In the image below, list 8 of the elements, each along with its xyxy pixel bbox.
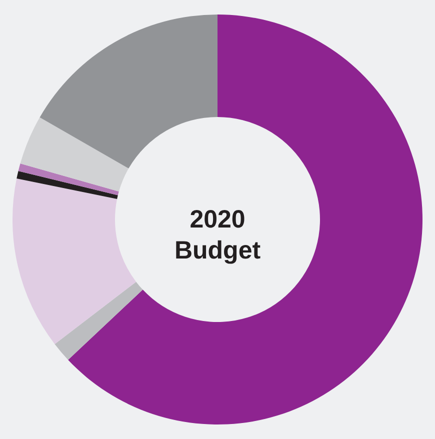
- text: 2020 Budget: [174, 206, 262, 264]
- donut-slice: [40, 14, 218, 168]
- donut-slice: [20, 117, 129, 192]
- donut-slice: [54, 282, 143, 360]
- donut-slice: [68, 14, 422, 424]
- donut-slice: [12, 178, 136, 344]
- donut-slice: [16, 171, 118, 200]
- donut-slice: [18, 164, 119, 196]
